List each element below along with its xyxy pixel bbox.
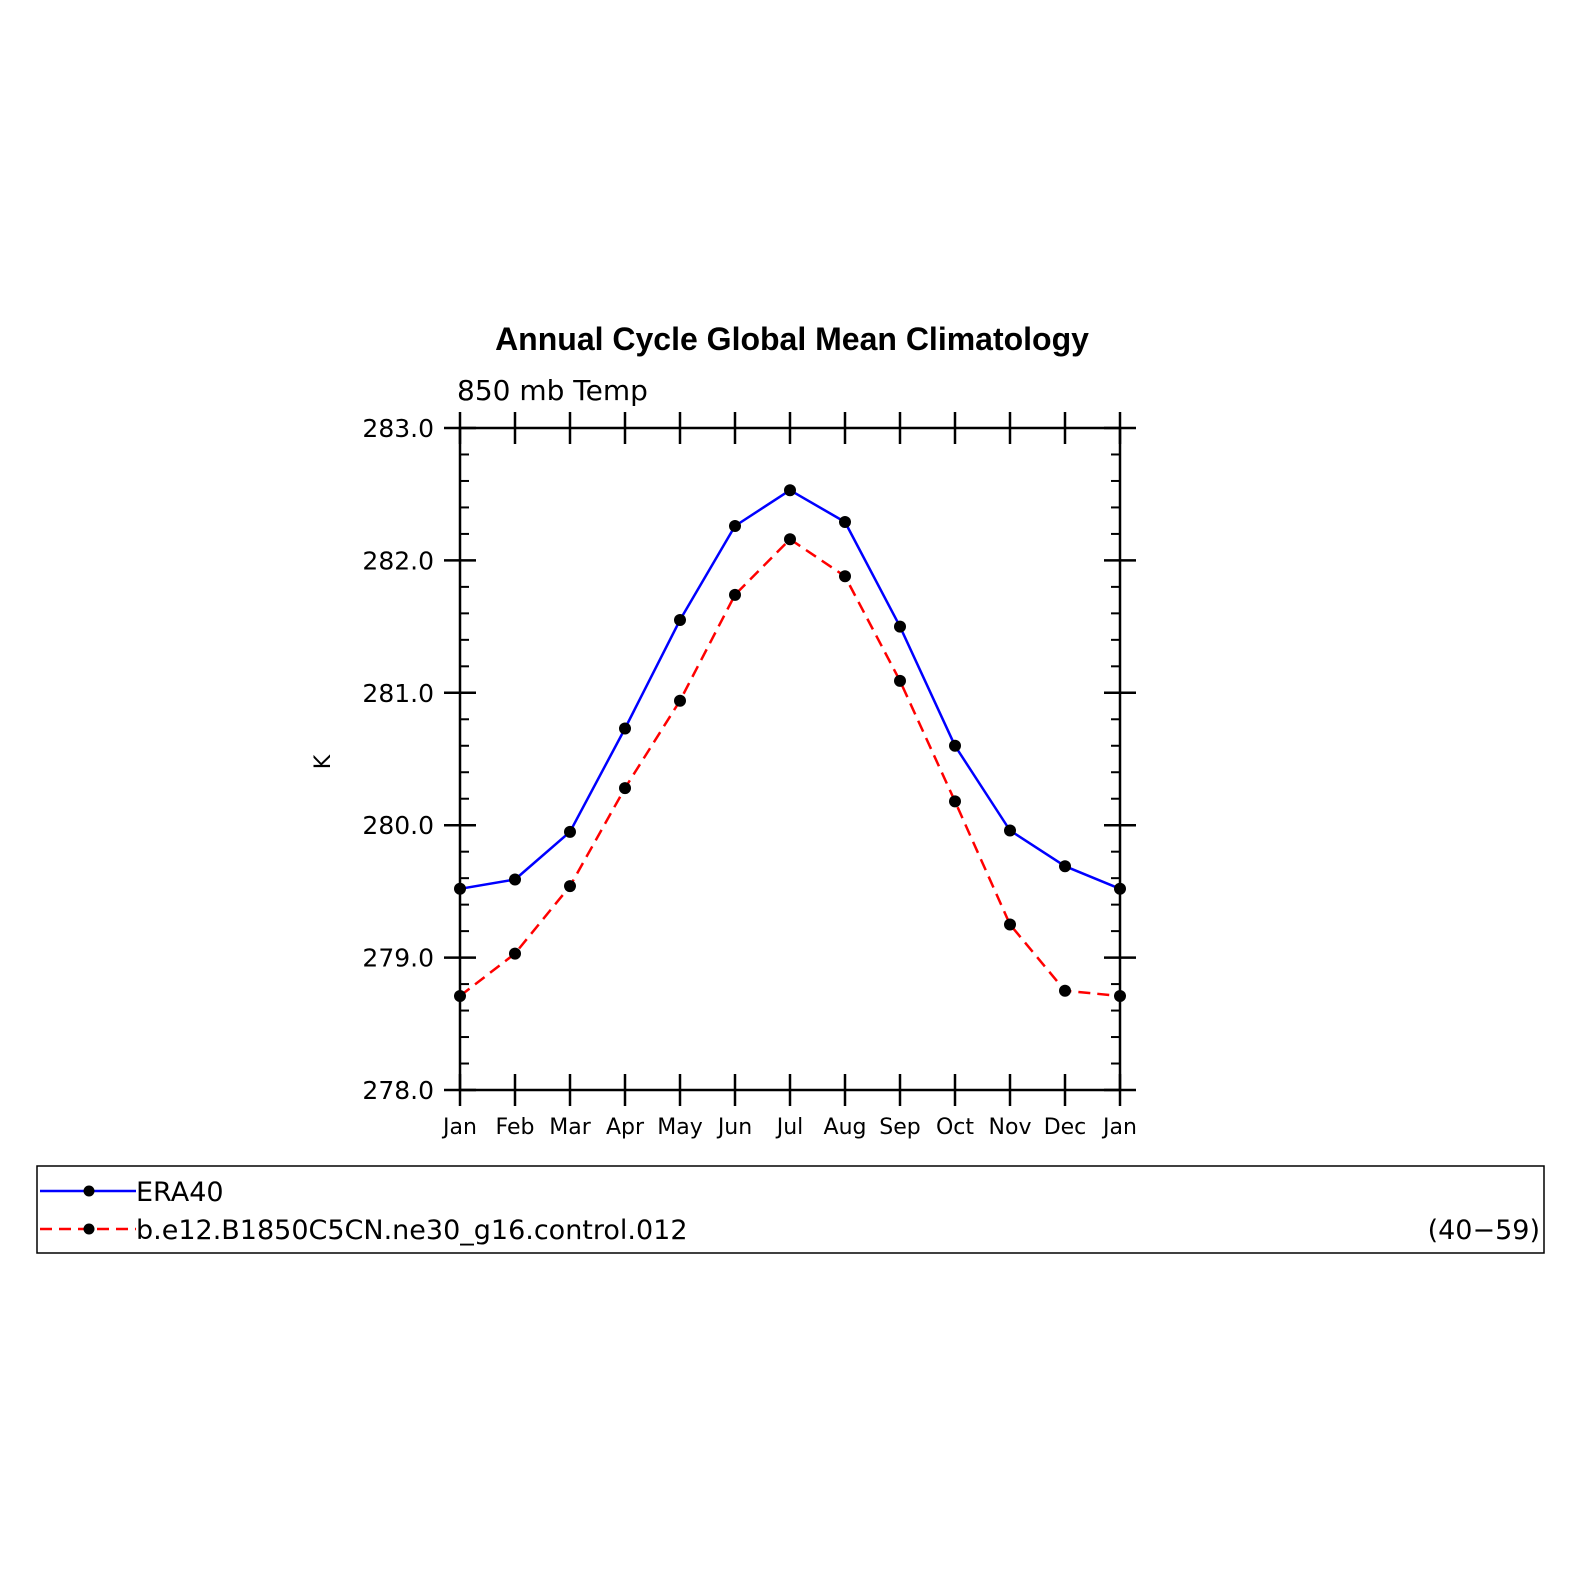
x-tick-label: Jan (1101, 1115, 1137, 1140)
data-point (509, 873, 521, 886)
data-point (1059, 860, 1071, 873)
x-tick-label: Apr (606, 1115, 645, 1140)
legend-marker-era40 (83, 1185, 95, 1197)
series-layer (454, 484, 1126, 1002)
y-tick-label: 283.0 (362, 414, 434, 443)
legend-box (36, 1165, 1545, 1254)
data-point (564, 825, 576, 838)
y-tick-label: 279.0 (362, 944, 434, 973)
data-point (894, 674, 906, 687)
data-point (1059, 984, 1071, 997)
data-point (894, 620, 906, 633)
data-point (949, 795, 961, 808)
data-point (949, 739, 961, 752)
y-tick-label: 282.0 (362, 546, 434, 575)
axis-ticks (444, 412, 1136, 1106)
data-point (729, 588, 741, 601)
series-line-era40 (459, 488, 1121, 891)
chart-subtitle: 850 mb Temp (457, 374, 648, 407)
data-point (784, 533, 796, 546)
x-tick-label: May (657, 1115, 702, 1140)
x-tick-label: Jul (775, 1115, 804, 1140)
legend: ERA40 b.e12.B1850C5CN.ne30_g16.control.0… (36, 1165, 1545, 1254)
series-line-control (459, 537, 1121, 998)
y-tick-label: 281.0 (362, 679, 434, 708)
x-tick-label: Feb (496, 1115, 535, 1140)
data-point (839, 570, 851, 583)
legend-label-control: b.e12.B1850C5CN.ne30_g16.control.012 (136, 1215, 688, 1246)
y-axis-label: K (311, 754, 336, 769)
y-tick-label: 278.0 (362, 1076, 434, 1105)
data-point (619, 782, 631, 795)
x-tick-label: Jan (441, 1115, 477, 1140)
x-tick-label: Jun (716, 1115, 752, 1140)
data-point (1004, 824, 1016, 837)
data-point (1004, 918, 1016, 931)
data-point (729, 519, 741, 532)
legend-years-control: (40−59) (1428, 1215, 1540, 1246)
y-tick-label: 280.0 (362, 811, 434, 840)
legend-marker-control (83, 1223, 95, 1235)
data-point (619, 722, 631, 735)
axis-tick-labels: Jan Feb Mar Apr May Jun Jul Aug Sep Oct Nov Dec Jan 2… (362, 414, 1137, 1140)
data-point (839, 516, 851, 529)
data-point (509, 947, 521, 960)
plot-frame (458, 426, 1122, 1092)
x-tick-label: Oct (936, 1115, 974, 1140)
x-tick-label: Mar (549, 1115, 591, 1140)
x-tick-label: Dec (1044, 1115, 1087, 1140)
x-tick-label: Sep (879, 1115, 920, 1140)
x-tick-label: Aug (824, 1115, 867, 1140)
x-tick-label: Nov (989, 1115, 1032, 1140)
legend-label-era40: ERA40 (136, 1177, 224, 1208)
data-point (674, 694, 686, 707)
data-point (674, 613, 686, 626)
data-point (784, 484, 796, 497)
data-point (564, 880, 576, 893)
chart-title: Annual Cycle Global Mean Climatology (495, 321, 1089, 357)
